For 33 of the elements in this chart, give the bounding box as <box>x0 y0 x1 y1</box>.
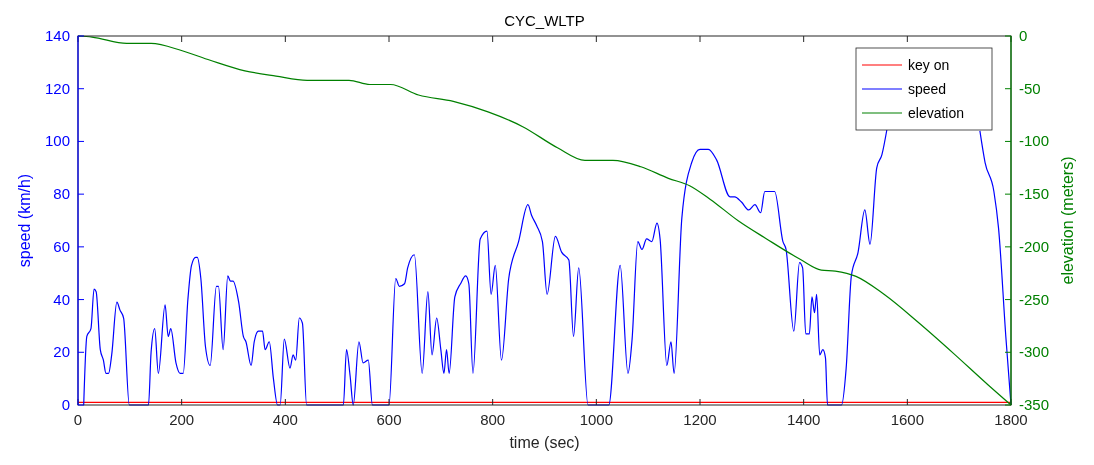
x-tick-label: 1800 <box>994 411 1028 428</box>
legend-label: key on <box>908 57 950 73</box>
y2-tick-label: -50 <box>1019 79 1041 97</box>
y-tick-label: 40 <box>53 290 70 308</box>
y-tick-label: 60 <box>53 237 70 255</box>
x-tick-label: 200 <box>169 411 195 428</box>
x-tick-label: 0 <box>73 411 83 428</box>
y2-tick-label: -150 <box>1019 185 1050 203</box>
x-tick-label: 400 <box>272 411 298 428</box>
y-tick-label: 80 <box>53 185 70 203</box>
y-tick-label: 120 <box>44 79 70 97</box>
chart-title: CYC_WLTP <box>504 12 585 29</box>
y2-axis-title: elevation (meters) <box>1059 156 1076 285</box>
x-tick-label: 1400 <box>786 411 821 428</box>
y2-tick-label: -100 <box>1019 132 1050 150</box>
y2-tick-label: 0 <box>1019 27 1028 44</box>
x-tick-label: 1000 <box>579 411 614 428</box>
y-tick-label: 140 <box>44 27 70 44</box>
y2-tick-label: -250 <box>1019 290 1050 308</box>
y-tick-label: 100 <box>44 132 70 150</box>
y-tick-label: 0 <box>61 396 70 413</box>
x-tick-label: 600 <box>376 411 402 428</box>
x-tick-label: 1600 <box>890 411 925 428</box>
y-tick-label: 20 <box>53 343 70 361</box>
y2-tick-label: -300 <box>1019 343 1050 361</box>
x-tick-label: 800 <box>480 411 506 428</box>
legend-label: elevation <box>908 105 965 121</box>
legend-label: speed <box>908 81 947 97</box>
y2-tick-label: -200 <box>1019 237 1050 255</box>
x-axis-title: time (sec) <box>509 434 580 451</box>
y-axis-title: speed (km/h) <box>16 173 33 268</box>
y2-tick-label: -350 <box>1019 396 1050 413</box>
x-tick-label: 1200 <box>683 411 717 428</box>
